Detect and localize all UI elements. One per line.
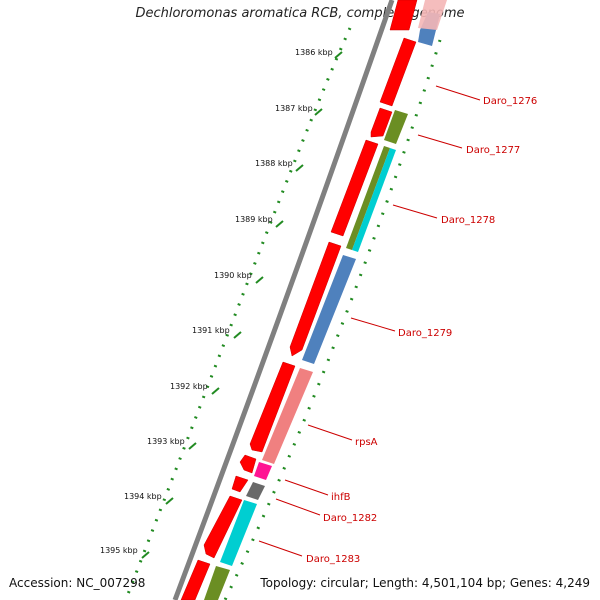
gene-callout: Daro_1277 — [417, 134, 520, 156]
map-title: Dechloromonas aromatica RCB, complete ge… — [135, 6, 465, 21]
backbone — [172, 0, 395, 600]
gene-daro_1277 — [384, 110, 408, 144]
gene-ihfb — [254, 462, 272, 480]
gene-callout: Daro_1279 — [350, 317, 452, 339]
tick: 1395 kbp — [100, 546, 150, 559]
tick: 1392 kbp — [170, 382, 220, 395]
gene-bottom-olive — [204, 566, 230, 600]
cds-arrow — [330, 139, 379, 237]
gene-daro_1282 — [246, 482, 265, 500]
tick-label: 1388 kbp — [255, 159, 293, 168]
tick: 1388 kbp — [255, 159, 304, 172]
gene-label-daro_1278: Daro_1278 — [441, 215, 495, 226]
tick: 1394 kbp — [124, 492, 174, 505]
tick: 1389 kbp — [235, 215, 284, 228]
tick: 1386 kbp — [295, 48, 343, 59]
tick-label: 1392 kbp — [170, 382, 208, 391]
genome-summary-label: Topology: circular; Length: 4,501,104 bp… — [260, 576, 590, 590]
cds-arrow — [289, 241, 342, 357]
gene-label-rpsa: rpsA — [355, 437, 378, 448]
gene-daro_1276-body — [418, 0, 447, 30]
gene-daro_1279 — [302, 255, 356, 364]
tick-label: 1391 kbp — [192, 326, 230, 335]
cds-arrow — [239, 454, 257, 474]
gene-callout: Daro_1283 — [258, 540, 360, 565]
tick-label: 1389 kbp — [235, 215, 273, 224]
cds-arrow — [379, 37, 417, 107]
gene-callout: Daro_1276 — [435, 85, 537, 107]
gene-label-daro_1283: Daro_1283 — [306, 554, 360, 565]
tick-label: 1390 kbp — [214, 271, 252, 280]
inner-scale-ring — [223, 39, 442, 600]
gene-daro_1283 — [220, 500, 257, 566]
cds-arrow — [249, 361, 296, 453]
gene-daro_1278 — [352, 148, 396, 252]
gene-label-daro_1276: Daro_1276 — [483, 96, 537, 107]
scale-ring — [126, 27, 352, 595]
cds-arrow — [389, 0, 418, 31]
cds-arrow — [231, 475, 249, 493]
tick-label: 1387 kbp — [275, 104, 313, 113]
gene-labels: Daro_1276 Daro_1277 Daro_1278 Daro_1279 … — [258, 85, 537, 565]
gene-label-daro_1279: Daro_1279 — [398, 328, 452, 339]
gene-callout: ihfB — [284, 479, 351, 503]
tick-label: 1395 kbp — [100, 546, 138, 555]
gene-label-daro_1277: Daro_1277 — [466, 145, 520, 156]
cds-arrow — [203, 495, 243, 559]
cds-arrow — [370, 107, 393, 138]
reverse-strand-genes — [204, 0, 447, 600]
tick: 1393 kbp — [147, 437, 197, 450]
tick: 1390 kbp — [214, 271, 264, 284]
gene-rpsa — [262, 368, 313, 464]
gene-callout: rpsA — [307, 424, 378, 448]
gene-callout: Daro_1278 — [392, 204, 495, 226]
gene-label-daro_1282: Daro_1282 — [323, 513, 377, 524]
accession-label: Accession: NC_007298 — [9, 576, 146, 590]
tick-label: 1386 kbp — [295, 48, 333, 57]
gene-callout: Daro_1282 — [275, 498, 377, 524]
gene-label-ihfb: ihfB — [331, 492, 351, 503]
scale-ticks: 1386 kbp 1387 kbp 1388 kbp 1389 kbp 1390… — [100, 48, 343, 559]
gene-daro_1278-olive — [346, 146, 390, 250]
tick-label: 1394 kbp — [124, 492, 162, 501]
tick: 1391 kbp — [192, 326, 242, 339]
cds-arrow — [180, 559, 211, 600]
tick: 1387 kbp — [275, 104, 323, 116]
forward-strand-genes — [180, 0, 418, 600]
tick-label: 1393 kbp — [147, 437, 185, 446]
